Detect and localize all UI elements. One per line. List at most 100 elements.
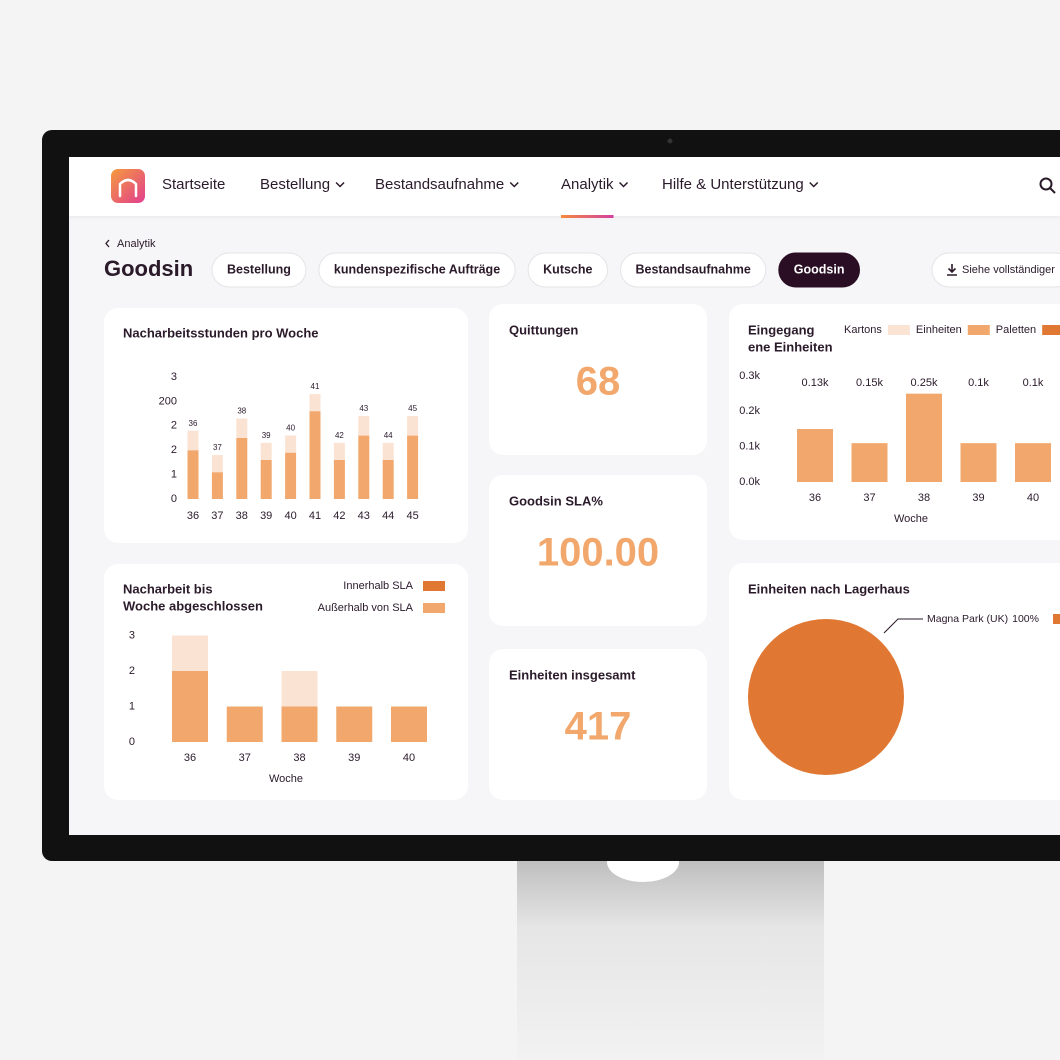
- x-tick-label: 37: [863, 492, 875, 504]
- legend-swatch: [1042, 325, 1060, 335]
- legend-swatch: [967, 325, 990, 335]
- y-tick-label: 0.0k: [739, 476, 760, 488]
- label-leader: [883, 618, 923, 634]
- legend-label: Paletten: [996, 324, 1036, 336]
- tab[interactable]: [318, 252, 516, 288]
- legend-swatch: [423, 603, 445, 613]
- bar: [309, 411, 321, 499]
- kpi-title: Einheiten insgesamt: [509, 667, 636, 682]
- bar: [236, 438, 248, 499]
- back-chevron: [105, 239, 110, 248]
- bar: [336, 706, 373, 742]
- kpi-value: 100.00: [537, 531, 659, 575]
- bar: [281, 706, 318, 742]
- bar: [906, 393, 942, 482]
- x-axis-title: Woche: [894, 513, 928, 525]
- bar-annotation: 0.15k: [856, 377, 883, 389]
- bar-annotation: 44: [384, 431, 393, 440]
- nav-item[interactable]: Hilfe & Unterstützung: [662, 176, 804, 193]
- y-tick-label: 3: [129, 629, 135, 641]
- y-tick-label: 2: [171, 420, 177, 432]
- page-title: Goodsin: [104, 256, 193, 281]
- tab-label: kundenspezifische Aufträge: [334, 262, 500, 276]
- y-tick-label: 200: [159, 395, 177, 407]
- x-tick-label: 40: [403, 752, 415, 764]
- x-tick-label: 37: [239, 752, 251, 764]
- view-full-button[interactable]: [931, 252, 1060, 288]
- nav-chevron: [809, 181, 819, 188]
- y-tick-label: 0: [171, 493, 177, 505]
- breadcrumb[interactable]: Analytik: [117, 238, 156, 250]
- kpi-value: 417: [565, 705, 632, 749]
- nav-chevron: [335, 181, 345, 188]
- nav-item[interactable]: Analytik: [561, 176, 614, 193]
- tab-label: Kutsche: [543, 262, 592, 276]
- chart-title: Eingegang: [748, 322, 815, 337]
- bar: [172, 671, 208, 742]
- legend-swatch: [423, 581, 445, 591]
- legend-swatch: [887, 325, 910, 335]
- x-tick-label: 41: [309, 510, 321, 522]
- y-tick-label: 0.2k: [739, 405, 760, 417]
- legend-label: Außerhalb von SLA: [318, 602, 414, 614]
- y-tick-label: 2: [129, 665, 135, 677]
- nav-item[interactable]: Bestellung: [260, 176, 330, 193]
- bar-annotation: 36: [189, 419, 198, 428]
- nav-chevron: [509, 181, 519, 188]
- kpi-title: Goodsin SLA%: [509, 493, 603, 508]
- tab[interactable]: [527, 252, 608, 288]
- bar: [285, 435, 297, 453]
- bar: [172, 635, 208, 671]
- bar: [797, 429, 833, 482]
- x-tick-label: 40: [1027, 492, 1039, 504]
- tab[interactable]: [778, 252, 860, 288]
- bar-annotation: 45: [408, 404, 417, 413]
- tab-label: Bestandsaufnahme: [635, 262, 750, 276]
- logo[interactable]: [111, 169, 145, 203]
- x-tick-label: 39: [260, 510, 272, 522]
- card: [489, 649, 707, 800]
- x-tick-label: 39: [348, 752, 360, 764]
- x-tick-label: 36: [809, 492, 821, 504]
- bar: [851, 443, 888, 482]
- legend-label: Innerhalb SLA: [343, 580, 413, 592]
- bar-annotation: 42: [335, 431, 344, 440]
- search-icon[interactable]: [1039, 177, 1053, 191]
- bar-annotation: 37: [213, 443, 222, 452]
- bar-annotation: 0.13k: [802, 377, 829, 389]
- bar: [226, 706, 263, 742]
- chart-title: ene Einheiten: [748, 339, 833, 354]
- bar: [211, 472, 223, 499]
- bar: [333, 459, 345, 499]
- x-tick-label: 38: [293, 752, 305, 764]
- bar: [187, 450, 199, 499]
- bar-annotation: 40: [286, 424, 295, 433]
- nav-item[interactable]: Bestandsaufnahme: [375, 176, 504, 193]
- nav-item[interactable]: Startseite: [162, 176, 225, 193]
- search-icon-handle: [1049, 187, 1056, 194]
- legend-label: Einheiten: [916, 324, 962, 336]
- y-tick-label: 2: [171, 444, 177, 456]
- x-axis-title: Woche: [269, 773, 303, 785]
- bar: [358, 416, 370, 436]
- legend-label: Kartons: [844, 324, 882, 336]
- nav-chevron: [619, 181, 629, 188]
- chart-title: Nacharbeit bis: [123, 581, 213, 596]
- tab-label: Goodsin: [794, 262, 845, 276]
- bar: [358, 435, 370, 499]
- kpi-title: Quittungen: [509, 322, 578, 337]
- nav-active-underline: [561, 215, 614, 218]
- bar: [407, 435, 419, 499]
- view-full-button-label: Siehe vollständiger: [962, 264, 1055, 276]
- bar: [260, 442, 272, 460]
- bar: [211, 455, 223, 473]
- tab[interactable]: [211, 252, 307, 288]
- bar: [960, 443, 997, 482]
- x-tick-label: 36: [187, 510, 199, 522]
- tab[interactable]: [619, 252, 767, 288]
- bar: [285, 452, 297, 499]
- y-tick-label: 1: [129, 700, 135, 712]
- bar: [407, 416, 419, 436]
